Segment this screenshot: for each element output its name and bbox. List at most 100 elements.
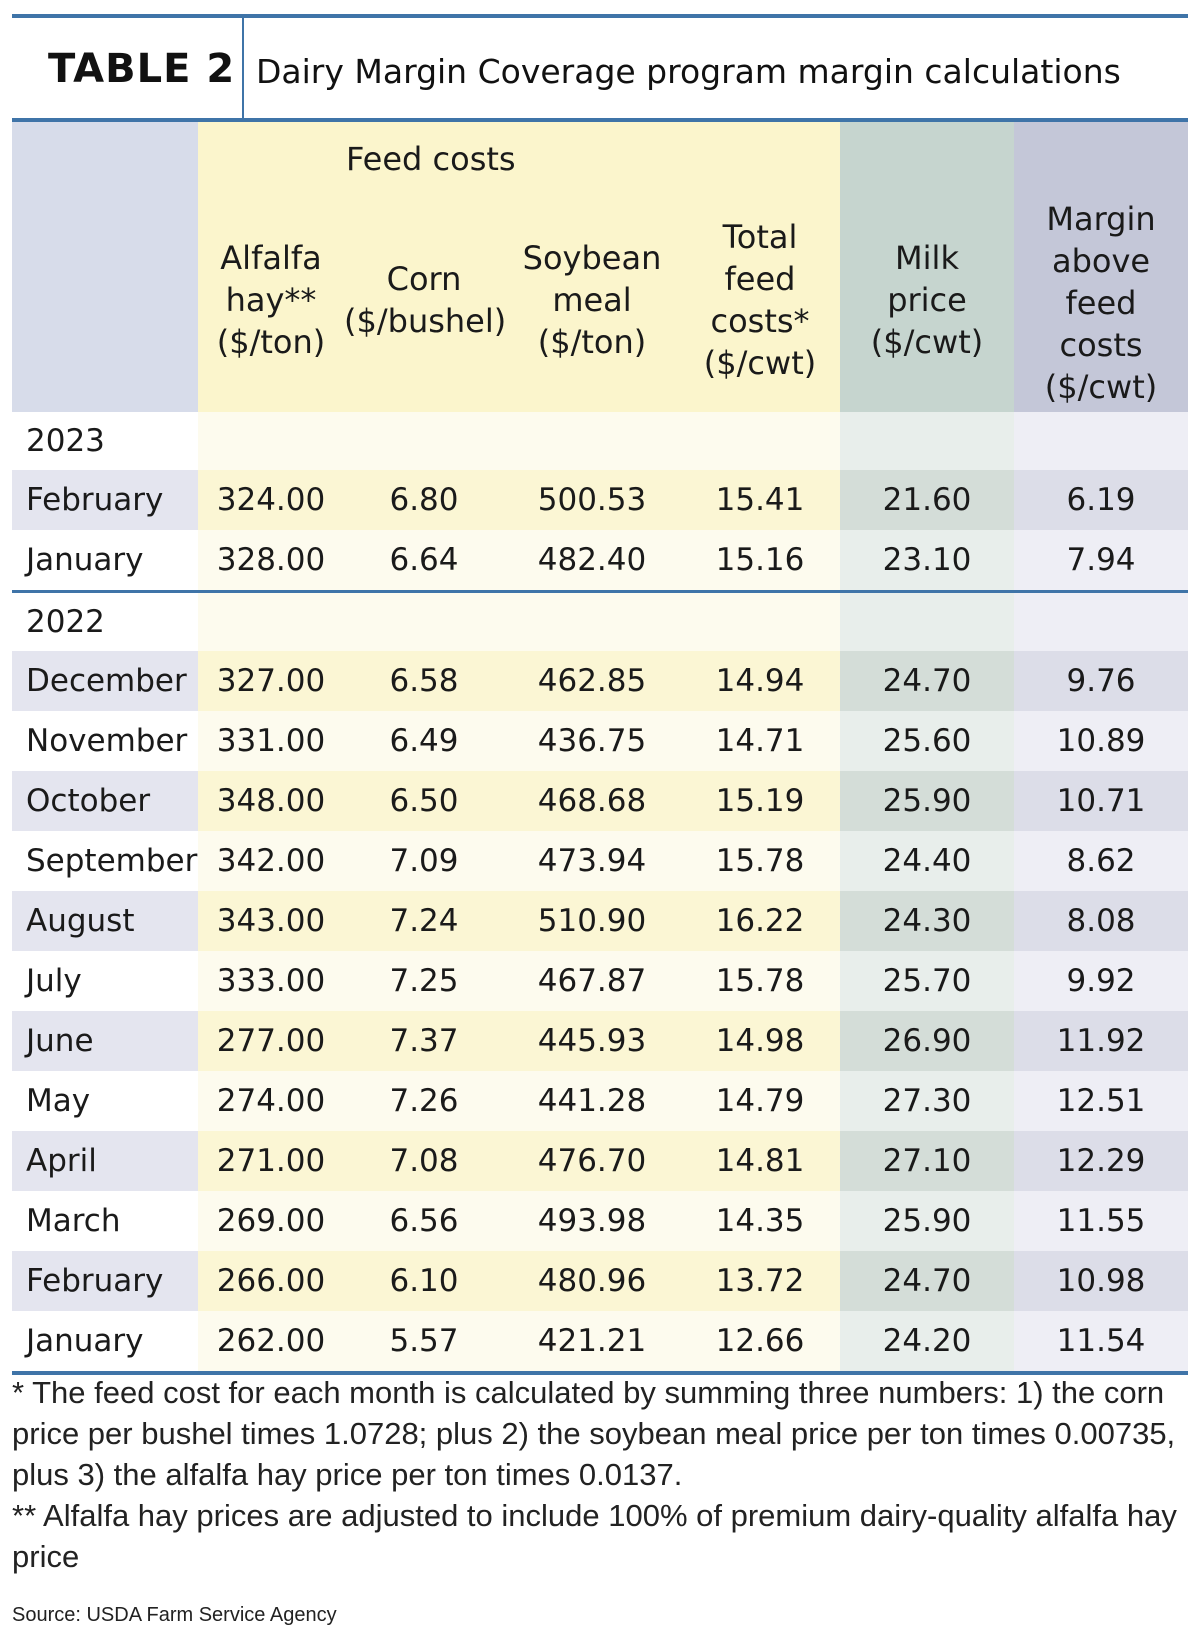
soybean-cell: 441.28 <box>504 1071 680 1131</box>
soybean-cell: 436.75 <box>504 711 680 771</box>
margin-cell: 9.92 <box>1014 951 1189 1011</box>
milk-cell: 24.30 <box>840 891 1015 951</box>
footnote-feed-cost: * The feed cost for each month is calcul… <box>12 1375 1176 1492</box>
month-cell: November <box>12 711 198 771</box>
month-cell: February <box>12 470 198 530</box>
margin-cell: 9.76 <box>1014 651 1189 711</box>
alfalfa-cell: 348.00 <box>198 771 344 831</box>
month-cell: July <box>12 951 198 1011</box>
feed-costs-group-header: Feed costs <box>198 122 841 188</box>
month-cell: December <box>12 651 198 711</box>
year-row: 2023 <box>12 412 1189 470</box>
year-row: 2022 <box>12 590 1189 651</box>
alfalfa-cell: 342.00 <box>198 831 344 891</box>
year-row-spacer <box>504 412 680 470</box>
total-cell: 14.79 <box>680 1071 841 1131</box>
footnotes: * The feed cost for each month is calcul… <box>12 1372 1188 1577</box>
corn-cell: 6.10 <box>344 1251 504 1311</box>
total-cell: 14.81 <box>680 1131 841 1191</box>
milk-cell: 26.90 <box>840 1011 1015 1071</box>
header-group-row: Feed costs <box>12 122 1189 412</box>
total-cell: 15.78 <box>680 831 841 891</box>
year-label: 2023 <box>12 412 198 470</box>
title-divider <box>242 18 244 118</box>
data-table-container: Feed costs Alfalfa hay** ($/ton) Corn ($/bu… <box>12 118 1189 1375</box>
source-note: Source: USDA Farm Service Agency <box>12 1604 337 1626</box>
table-row: February 266.00 6.10 480.96 13.72 24.70 10.98 <box>12 1251 1189 1311</box>
table-row: October 348.00 6.50 468.68 15.19 25.90 10.71 <box>12 771 1189 831</box>
month-cell: February <box>12 1251 198 1311</box>
corn-column-header: Corn ($/bushel) <box>344 188 506 412</box>
total-cell: 14.71 <box>680 711 841 771</box>
alfalfa-cell: 271.00 <box>198 1131 344 1191</box>
total-cell: 12.66 <box>680 1311 841 1371</box>
margin-table: Feed costs Alfalfa hay** ($/ton) Corn ($/bu… <box>12 122 1189 1371</box>
alfalfa-cell: 324.00 <box>198 470 344 530</box>
month-cell: October <box>12 771 198 831</box>
month-column-header <box>12 122 198 412</box>
year-row-spacer <box>344 590 504 651</box>
table-row: September 342.00 7.09 473.94 15.78 24.40 8.62 <box>12 831 1189 891</box>
total-feed-column-header: Total feed costs* ($/cwt) <box>680 188 841 412</box>
year-row-spacer <box>198 412 344 470</box>
alfalfa-cell: 269.00 <box>198 1191 344 1251</box>
header-columns-row: Alfalfa hay** ($/ton) Corn ($/bushel) Soybe… <box>12 188 1189 412</box>
milk-cell: 24.20 <box>840 1311 1015 1371</box>
margin-cell: 10.89 <box>1014 711 1189 771</box>
table-row: February 324.00 6.80 500.53 15.41 21.60 6.19 <box>12 470 1189 530</box>
year-row-spacer <box>1014 590 1189 651</box>
soybean-column-header: Soybean meal ($/ton) <box>504 188 680 412</box>
table-row: April 271.00 7.08 476.70 14.81 27.10 12.29 <box>12 1131 1189 1191</box>
total-cell: 15.19 <box>680 771 841 831</box>
month-cell: September <box>12 831 198 891</box>
margin-column-header: Margin above feed costs ($/cwt) <box>1014 188 1189 412</box>
milk-cell: 27.30 <box>840 1071 1015 1131</box>
milk-cell: 25.90 <box>840 771 1015 831</box>
margin-cell: 8.08 <box>1014 891 1189 951</box>
month-cell: March <box>12 1191 198 1251</box>
margin-cell: 10.71 <box>1014 771 1189 831</box>
milk-cell: 25.70 <box>840 951 1015 1011</box>
year-row-spacer <box>344 412 504 470</box>
table-row: December 327.00 6.58 462.85 14.94 24.70 9.76 <box>12 651 1189 711</box>
margin-cell: 11.55 <box>1014 1191 1189 1251</box>
corn-cell: 7.37 <box>344 1011 504 1071</box>
margin-cell: 10.98 <box>1014 1251 1189 1311</box>
soybean-cell: 421.21 <box>504 1311 680 1371</box>
soybean-cell: 445.93 <box>504 1011 680 1071</box>
alfalfa-column-header: Alfalfa hay** ($/ton) <box>198 188 344 412</box>
soybean-cell: 473.94 <box>504 831 680 891</box>
alfalfa-cell: 343.00 <box>198 891 344 951</box>
month-cell: January <box>12 530 198 592</box>
table-title: Dairy Margin Coverage program margin cal… <box>256 52 1121 91</box>
total-cell: 15.16 <box>680 530 841 592</box>
margin-cell: 8.62 <box>1014 831 1189 891</box>
table-title-bar: TABLE 2 Dairy Margin Coverage program ma… <box>12 14 1188 118</box>
year-row-spacer <box>840 412 1015 470</box>
table-row: January 328.00 6.64 482.40 15.16 23.10 7.94 <box>12 530 1189 592</box>
corn-cell: 6.50 <box>344 771 504 831</box>
table-row: May 274.00 7.26 441.28 14.79 27.30 12.51 <box>12 1071 1189 1131</box>
year-row-spacer <box>840 590 1015 651</box>
table-row: November 331.00 6.49 436.75 14.71 25.60 10.89 <box>12 711 1189 771</box>
month-cell: January <box>12 1311 198 1371</box>
total-cell: 16.22 <box>680 891 841 951</box>
alfalfa-cell: 277.00 <box>198 1011 344 1071</box>
year-row-spacer <box>680 412 841 470</box>
alfalfa-cell: 262.00 <box>198 1311 344 1371</box>
month-cell: May <box>12 1071 198 1131</box>
soybean-cell: 476.70 <box>504 1131 680 1191</box>
alfalfa-cell: 331.00 <box>198 711 344 771</box>
corn-cell: 6.56 <box>344 1191 504 1251</box>
soybean-cell: 500.53 <box>504 470 680 530</box>
corn-cell: 5.57 <box>344 1311 504 1371</box>
alfalfa-cell: 327.00 <box>198 651 344 711</box>
alfalfa-cell: 328.00 <box>198 530 344 592</box>
table-body: 2023 February 324.00 6.80 500.53 15.41 21.60 6.… <box>12 412 1189 1371</box>
margin-header-spacer <box>1014 122 1189 188</box>
margin-cell: 11.92 <box>1014 1011 1189 1071</box>
table-row: January 262.00 5.57 421.21 12.66 24.20 11.54 <box>12 1311 1189 1371</box>
year-label: 2022 <box>12 590 198 651</box>
month-cell: April <box>12 1131 198 1191</box>
milk-cell: 24.70 <box>840 1251 1015 1311</box>
